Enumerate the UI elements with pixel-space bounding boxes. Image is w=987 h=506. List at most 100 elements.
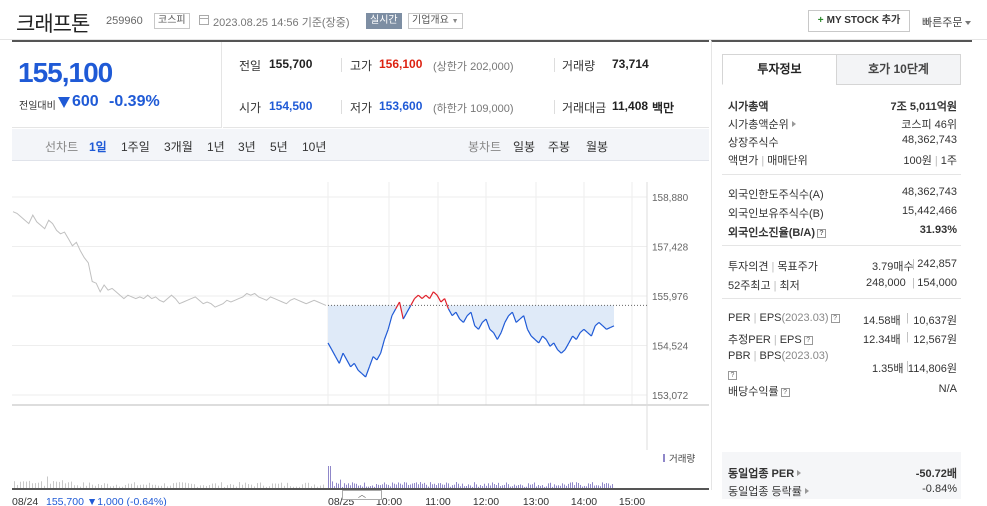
volume-bar xyxy=(83,482,84,488)
today-line-segment xyxy=(557,349,562,354)
volume-bar xyxy=(350,485,351,488)
volume-bar xyxy=(101,484,102,488)
volume-bar xyxy=(314,484,315,488)
volume-bar xyxy=(113,485,114,488)
cap-rank-label[interactable]: 시가총액순위 xyxy=(728,119,789,131)
realtime-badge[interactable]: 실시간 xyxy=(366,13,402,29)
foreign-hold-value: 15,442,466 xyxy=(901,205,957,217)
collapse-chart-button[interactable]: ︿ xyxy=(342,490,382,500)
volume-bar xyxy=(236,486,237,488)
volume-bar xyxy=(418,484,419,488)
candle-daily[interactable]: 일봉 xyxy=(513,140,536,154)
volume-bar xyxy=(107,483,108,488)
eps-value: 10,637원 xyxy=(913,315,957,327)
today-line-segment xyxy=(417,294,423,300)
add-my-stock-button[interactable]: + MY STOCK 추가 xyxy=(808,10,910,32)
volume-bar xyxy=(26,481,27,488)
volume-bar xyxy=(462,483,463,488)
volume-bar xyxy=(188,483,189,488)
volume-value: 73,714 xyxy=(612,57,649,71)
intraday-chart[interactable]: 158,880 157,428 155,976 154,524 153,072 08/2… xyxy=(12,172,709,506)
volume-bar xyxy=(248,484,249,488)
volume-bar xyxy=(56,481,57,488)
help-icon[interactable]: ? xyxy=(780,388,790,397)
volume-bar xyxy=(62,480,63,488)
peer-section-background xyxy=(722,452,961,499)
volume-bar xyxy=(17,484,18,488)
week52-row: 52주최고 | 최저 248,000 | 154,000 xyxy=(728,277,957,292)
low-label: 저가 xyxy=(350,101,373,115)
today-line-segment xyxy=(451,311,457,317)
prev-close-value: 155,700 xyxy=(269,57,313,71)
company-info-dropdown[interactable]: 기업개요 ▼ xyxy=(408,13,463,29)
period-1d[interactable]: 1일 xyxy=(89,140,107,154)
help-icon[interactable]: ? xyxy=(803,336,813,345)
today-line-segment xyxy=(406,305,412,313)
period-3m[interactable]: 3개월 xyxy=(164,140,193,154)
volume-bar xyxy=(606,483,607,488)
volume-bar xyxy=(182,482,183,488)
per-label: PER xyxy=(728,312,751,324)
volume-bar xyxy=(492,482,493,488)
today-line-segment xyxy=(485,318,491,330)
eps-year: (2023.03) xyxy=(781,312,829,324)
today-line-segment xyxy=(474,325,479,330)
volume-bar xyxy=(612,484,613,488)
volume-bar xyxy=(173,483,174,488)
volume-bar xyxy=(320,485,321,488)
volume-bar xyxy=(442,484,443,488)
volume-bar xyxy=(508,484,509,488)
amount-label: 거래대금 xyxy=(562,101,607,115)
volume-bar xyxy=(23,481,24,488)
bps-year: (2023.03) xyxy=(781,350,829,362)
today-line-segment xyxy=(602,325,607,330)
today-line-segment xyxy=(515,318,521,323)
period-1w[interactable]: 1주일 xyxy=(121,140,150,154)
volume-bar xyxy=(560,485,561,488)
tab-investment-info[interactable]: 투자정보 xyxy=(722,54,837,85)
volume-bar xyxy=(374,486,375,488)
volume-bar xyxy=(134,482,135,488)
peer-per-label[interactable]: 동일업종 PER xyxy=(728,468,795,480)
candle-weekly[interactable]: 주봉 xyxy=(548,140,571,154)
tab-orderbook-10[interactable]: 호가 10단계 xyxy=(836,54,961,85)
y-tick-label: 155,976 xyxy=(652,292,689,303)
volume-bar xyxy=(14,481,15,488)
candle-monthly[interactable]: 월봉 xyxy=(586,140,609,154)
period-10y[interactable]: 10년 xyxy=(302,140,327,154)
volume-bar xyxy=(311,486,312,488)
market-cap-label: 시가총액 xyxy=(728,101,769,113)
today-line-segment xyxy=(376,352,382,361)
volume-legend-marker xyxy=(663,454,665,462)
volume-bar xyxy=(376,483,377,488)
amount-value: 11,408 xyxy=(612,99,649,113)
peer-rate-label[interactable]: 동일업종 등락률 xyxy=(728,486,802,498)
volume-bar xyxy=(530,484,531,488)
volume-bar xyxy=(44,485,45,488)
volume-bar xyxy=(263,485,264,488)
help-icon[interactable]: ? xyxy=(830,314,840,323)
volume-bar xyxy=(590,484,591,488)
help-icon[interactable]: ? xyxy=(817,229,826,238)
today-line-segment xyxy=(609,325,615,329)
help-icon[interactable]: ? xyxy=(728,371,737,380)
period-3y[interactable]: 3년 xyxy=(238,140,256,154)
foreign-ratio-value: 31.93% xyxy=(919,224,957,236)
volume-bar xyxy=(68,482,69,488)
period-5y[interactable]: 5년 xyxy=(270,140,288,154)
quick-order-dropdown[interactable]: 빠른주문 xyxy=(922,14,971,30)
volume-bar xyxy=(500,486,501,488)
foreign-hold-label: 외국인보유주식수(B) xyxy=(728,208,824,220)
volume-bar xyxy=(65,483,66,488)
market-cap-row: 시가총액 7조 5,011억원 xyxy=(722,96,961,114)
foreign-limit-value: 48,362,743 xyxy=(901,186,957,198)
par-label: 액면가 xyxy=(728,155,759,167)
today-line-segment xyxy=(470,312,476,327)
volume-bar xyxy=(305,482,306,488)
period-1y[interactable]: 1년 xyxy=(207,140,225,154)
today-line-segment xyxy=(523,315,529,330)
volume-bar xyxy=(372,485,373,488)
volume-bar xyxy=(170,485,171,488)
volume-bar xyxy=(514,484,515,488)
volume-bar xyxy=(287,482,288,488)
